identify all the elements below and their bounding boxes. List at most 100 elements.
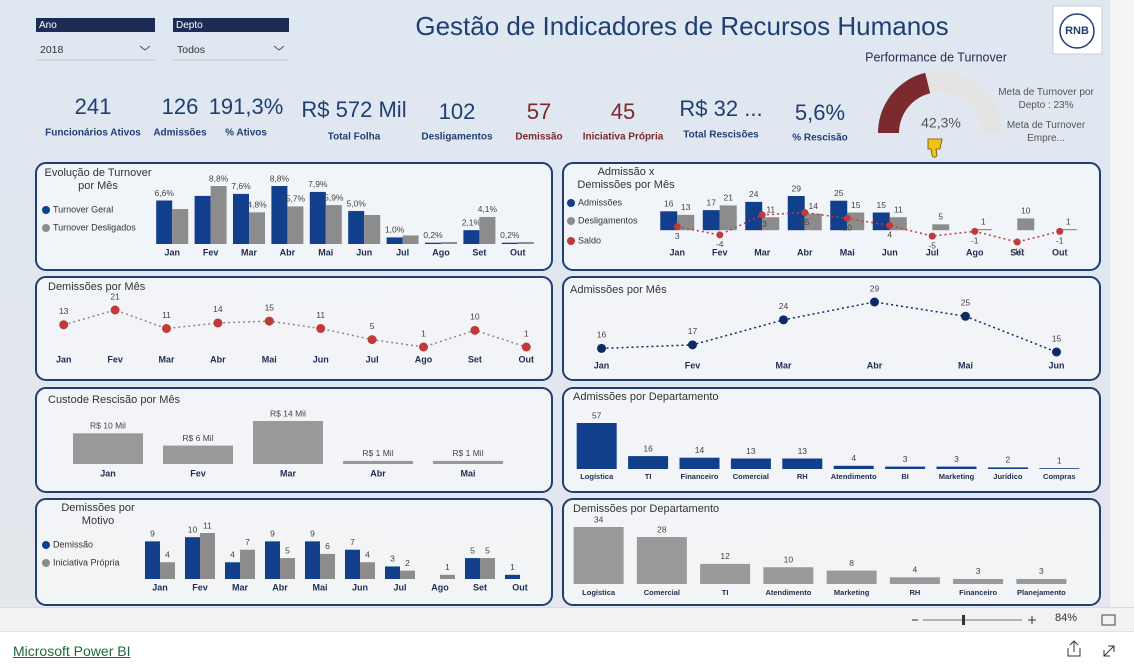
value-label: 4 [165,550,170,560]
bar [1016,578,1067,584]
value-label: -4 [716,239,724,249]
x-tick-label: Abr [210,354,226,364]
value-label: 1 [421,328,426,338]
line-point [971,227,979,235]
x-tick-label: RH [909,588,920,597]
bar [847,212,865,231]
value-label: 8 [849,558,854,568]
bar [364,215,381,244]
line-point [110,305,120,315]
value-label: 1 [445,562,450,572]
gauge-annotation: Meta de Turnover Empre... [1006,120,1086,144]
value-label: 5,7% [286,194,306,204]
value-label: 14 [213,304,223,314]
bar [425,242,441,244]
kpi-label: Funcionários Ativos [45,128,141,139]
x-tick-label: Fev [685,360,701,370]
line-point [801,209,809,217]
value-label: 5 [285,545,290,555]
logo-ring [1059,13,1095,49]
value-label: 16 [664,199,674,209]
value-label: 5 [470,545,475,555]
expand-icon[interactable] [1103,645,1115,657]
x-tick-label: Jun [1048,360,1064,370]
line-point [673,223,681,231]
chart-title: Demissões por Motivo [61,502,135,527]
x-tick-label: Ago [432,247,450,257]
bar [210,186,227,244]
x-tick-label: Out [512,582,528,592]
zoom-in[interactable] [1028,616,1036,624]
bar [225,562,240,579]
bar [465,558,480,579]
value-label: 1 [1066,216,1071,226]
value-label: 1 [524,328,529,338]
kpi-label: Total Rescisões [683,130,759,141]
chart-panel [35,276,553,381]
bar [343,460,413,464]
bar [249,212,265,244]
x-tick-label: Fev [190,468,206,478]
value-label: 29 [792,183,802,193]
chart-panel [562,498,1101,606]
value-label: 11 [203,520,212,530]
fit-page[interactable] [1101,614,1116,626]
slicer-chevron [273,45,285,51]
bar [309,191,326,244]
chart-title: Custode Rescisão por Mês [48,394,181,406]
bar [517,242,534,244]
bar [1059,229,1077,231]
bar [700,563,751,584]
value-label: 7,6% [231,181,251,191]
value-label: 10 [470,312,480,322]
bar [320,553,335,579]
share-icon[interactable] [1067,640,1081,657]
value-label: 17 [707,197,717,207]
x-tick-label: Jan [594,360,610,370]
value-label: 16 [643,443,653,453]
bar [240,549,255,579]
kpi-value: 5,6% [795,100,845,125]
bar [265,541,280,579]
x-tick-label: Ago [431,582,449,592]
x-tick-label: Logística [580,472,614,481]
value-label: 10 [1021,206,1031,216]
x-tick-label: Mar [754,247,771,257]
kpi-label: % Ativos [225,128,267,139]
bar [156,200,173,244]
chart-panel [562,276,1101,381]
line-point [928,232,936,240]
x-tick-label: Marketing [939,472,975,481]
x-tick-label: Financeiro [681,472,719,481]
kpi-label: Demissão [515,132,562,143]
value-label: 4,1% [478,204,498,214]
bar [702,210,720,231]
x-tick-label: Jan [152,582,168,592]
value-label: 25 [834,188,844,198]
legend-label: Saldo [578,235,601,245]
value-label: -1 [1056,236,1064,246]
x-tick-label: Out [510,247,526,257]
x-tick-label: Set [1010,247,1024,257]
value-label: 15 [1052,333,1062,343]
kpi-value: R$ 572 Mil [301,97,406,122]
brand-link[interactable]: Microsoft Power BI [13,643,131,659]
x-tick-label: Mar [775,360,792,370]
value-label: 1 [1057,455,1062,465]
x-tick-label: Mar [241,247,258,257]
line-point [843,214,851,222]
line-point [758,211,766,219]
x-tick-label: BI [901,472,909,481]
slicer-value[interactable]: 2018 [40,44,64,56]
bar [386,237,403,244]
value-label: 1 [510,562,515,572]
value-label: 2,1% [462,217,482,227]
value-label: 11 [894,204,903,214]
x-tick-label: Abr [797,247,813,257]
slicer-value[interactable]: Todos [177,44,205,56]
x-tick-label: Mai [312,582,327,592]
legend-marker [42,559,50,567]
value-label: 10 [188,524,198,534]
zoom-slider-thumb[interactable] [962,615,965,625]
bar [636,537,687,584]
